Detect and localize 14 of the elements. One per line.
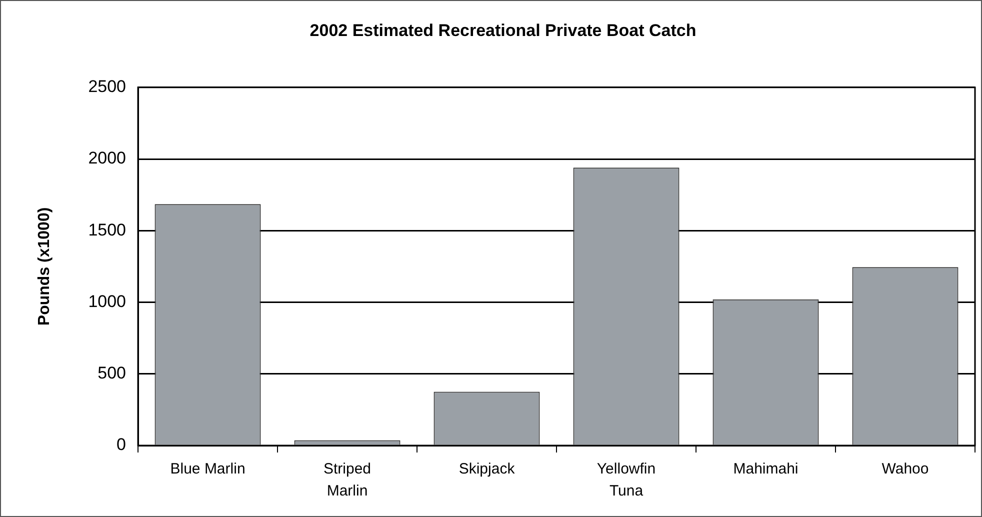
x-tick-label: Blue Marlin xyxy=(170,460,246,478)
y-axis-title: Pounds (x1000) xyxy=(36,207,54,326)
y-tick-label: 0 xyxy=(116,435,126,454)
x-tick-label: Wahoo xyxy=(882,460,929,478)
y-tick-label: 1500 xyxy=(88,220,126,240)
y-tick-label: 1000 xyxy=(88,292,126,311)
y-tick-label: 500 xyxy=(98,364,126,383)
x-tick-label: Skipjack xyxy=(458,460,516,478)
x-tick-label: Mahimahi xyxy=(733,460,798,478)
x-tick-label: Yellowfin Tuna xyxy=(596,460,656,500)
y-tick-label: 2000 xyxy=(88,148,126,168)
y-tick-label: 2500 xyxy=(88,77,126,96)
chart-title: 2002 Estimated Recreational Private Boat Catch xyxy=(310,20,696,40)
x-tick-label: Striped Marlin xyxy=(324,460,372,500)
